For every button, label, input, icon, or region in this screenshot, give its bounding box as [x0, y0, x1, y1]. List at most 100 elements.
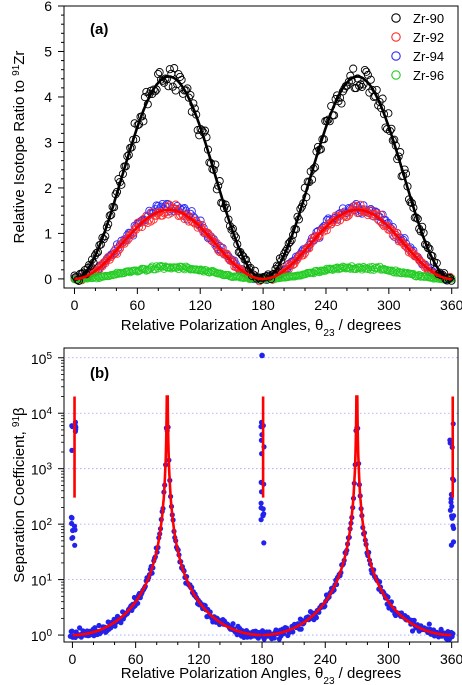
legend-label: Zr-94: [413, 49, 444, 64]
data-point: [69, 515, 75, 521]
data-point: [372, 263, 381, 272]
x-tick-label: 360: [440, 297, 462, 313]
panel-b-x-axis-label: Relative Polarization Angles, θ23 / degr…: [121, 665, 401, 685]
y-tick-label: 4: [44, 89, 52, 105]
data-point: [313, 615, 319, 621]
data-point: [447, 437, 453, 443]
fit-curve: [74, 208, 452, 281]
data-point: [69, 628, 75, 634]
data-point: [114, 269, 123, 278]
y-tick-label: 3: [44, 134, 52, 150]
data-point: [448, 499, 454, 505]
data-point: [422, 262, 431, 272]
fit-curve: [74, 75, 452, 281]
data-point: [142, 87, 151, 96]
data-point: [198, 266, 207, 275]
data-point: [448, 542, 454, 548]
panel-a-x-axis-label: Relative Polarization Angles, θ23 / degr…: [121, 317, 401, 339]
x-tick-label: 120: [187, 651, 211, 667]
data-point: [155, 68, 164, 77]
data-point: [365, 88, 374, 97]
data-point: [149, 85, 158, 94]
data-point: [154, 69, 163, 79]
panel-b-fit-curve: [72, 395, 455, 637]
data-point: [258, 517, 264, 523]
y-tick-label: 101: [31, 572, 53, 589]
data-point: [72, 527, 78, 533]
data-point: [298, 626, 304, 632]
data-point: [134, 222, 144, 231]
data-point: [220, 250, 229, 259]
data-point: [349, 64, 358, 73]
data-point: [171, 200, 180, 209]
y-tick-label: 5: [44, 43, 52, 59]
fit-curve: [262, 395, 452, 637]
data-point: [366, 75, 375, 84]
x-tick-label: 300: [377, 651, 401, 667]
data-point: [96, 261, 105, 270]
data-point: [77, 625, 83, 631]
data-point: [337, 99, 346, 108]
panel-a-points: [70, 64, 456, 286]
y-tick-label: 0: [44, 271, 52, 287]
x-tick-label: 120: [189, 297, 213, 313]
data-point: [117, 239, 126, 248]
panel-b-label: (b): [90, 365, 109, 382]
data-point: [438, 626, 444, 633]
y-tick-label: 2: [44, 180, 52, 196]
data-point: [233, 263, 242, 272]
legend-label: Zr-90: [413, 11, 444, 26]
panel-a-fit-curves: [74, 75, 452, 281]
data-point: [230, 621, 236, 627]
data-point: [152, 262, 161, 271]
outlier-point: [259, 352, 265, 359]
y-tick-label: 102: [31, 517, 53, 534]
data-point: [271, 635, 277, 641]
data-point: [164, 82, 173, 91]
panel-a-frame: [63, 5, 459, 289]
data-point: [72, 542, 78, 548]
data-point: [309, 269, 318, 278]
y-tick-label: 1: [44, 225, 52, 241]
data-point: [409, 270, 418, 279]
panel-a-y-axis-label: Relative Isotope Ratio to 91Zr: [11, 51, 29, 244]
panel-b-frame: [63, 347, 459, 643]
legend-marker: [391, 32, 401, 42]
data-point: [121, 234, 130, 243]
data-point: [426, 621, 432, 627]
data-point: [118, 620, 124, 626]
data-point: [145, 265, 154, 274]
data-point: [170, 64, 179, 73]
data-point: [363, 70, 372, 79]
data-point: [449, 503, 455, 510]
x-tick-label: 240: [314, 651, 338, 667]
panel-a-y-ticks: 0 1 2 3 4 5 6: [44, 0, 64, 287]
data-point: [105, 271, 114, 280]
data-point: [411, 617, 417, 624]
data-point: [412, 252, 421, 261]
data-point: [447, 276, 456, 285]
data-point: [243, 260, 252, 269]
y-tick-label: 105: [31, 350, 53, 367]
data-point: [260, 506, 266, 512]
data-point: [450, 631, 456, 637]
data-point: [92, 248, 101, 258]
data-point: [69, 447, 75, 453]
data-point: [400, 241, 409, 250]
data-point: [291, 256, 301, 265]
data-point: [359, 80, 368, 89]
panel-b-gridlines: [64, 357, 458, 636]
data-point: [290, 629, 296, 635]
data-point: [206, 267, 215, 276]
y-tick-label: 103: [31, 461, 53, 478]
data-point: [170, 204, 179, 213]
data-point: [357, 82, 367, 91]
legend-marker: [391, 70, 401, 80]
panel-b-chart: 0 60 120 180 240 300 360 100 101 102 103 104 105 (b…: [11, 347, 462, 685]
data-point: [96, 622, 102, 629]
legend-marker: [391, 13, 401, 23]
data-point: [245, 264, 254, 273]
x-tick-label: 240: [314, 297, 338, 313]
